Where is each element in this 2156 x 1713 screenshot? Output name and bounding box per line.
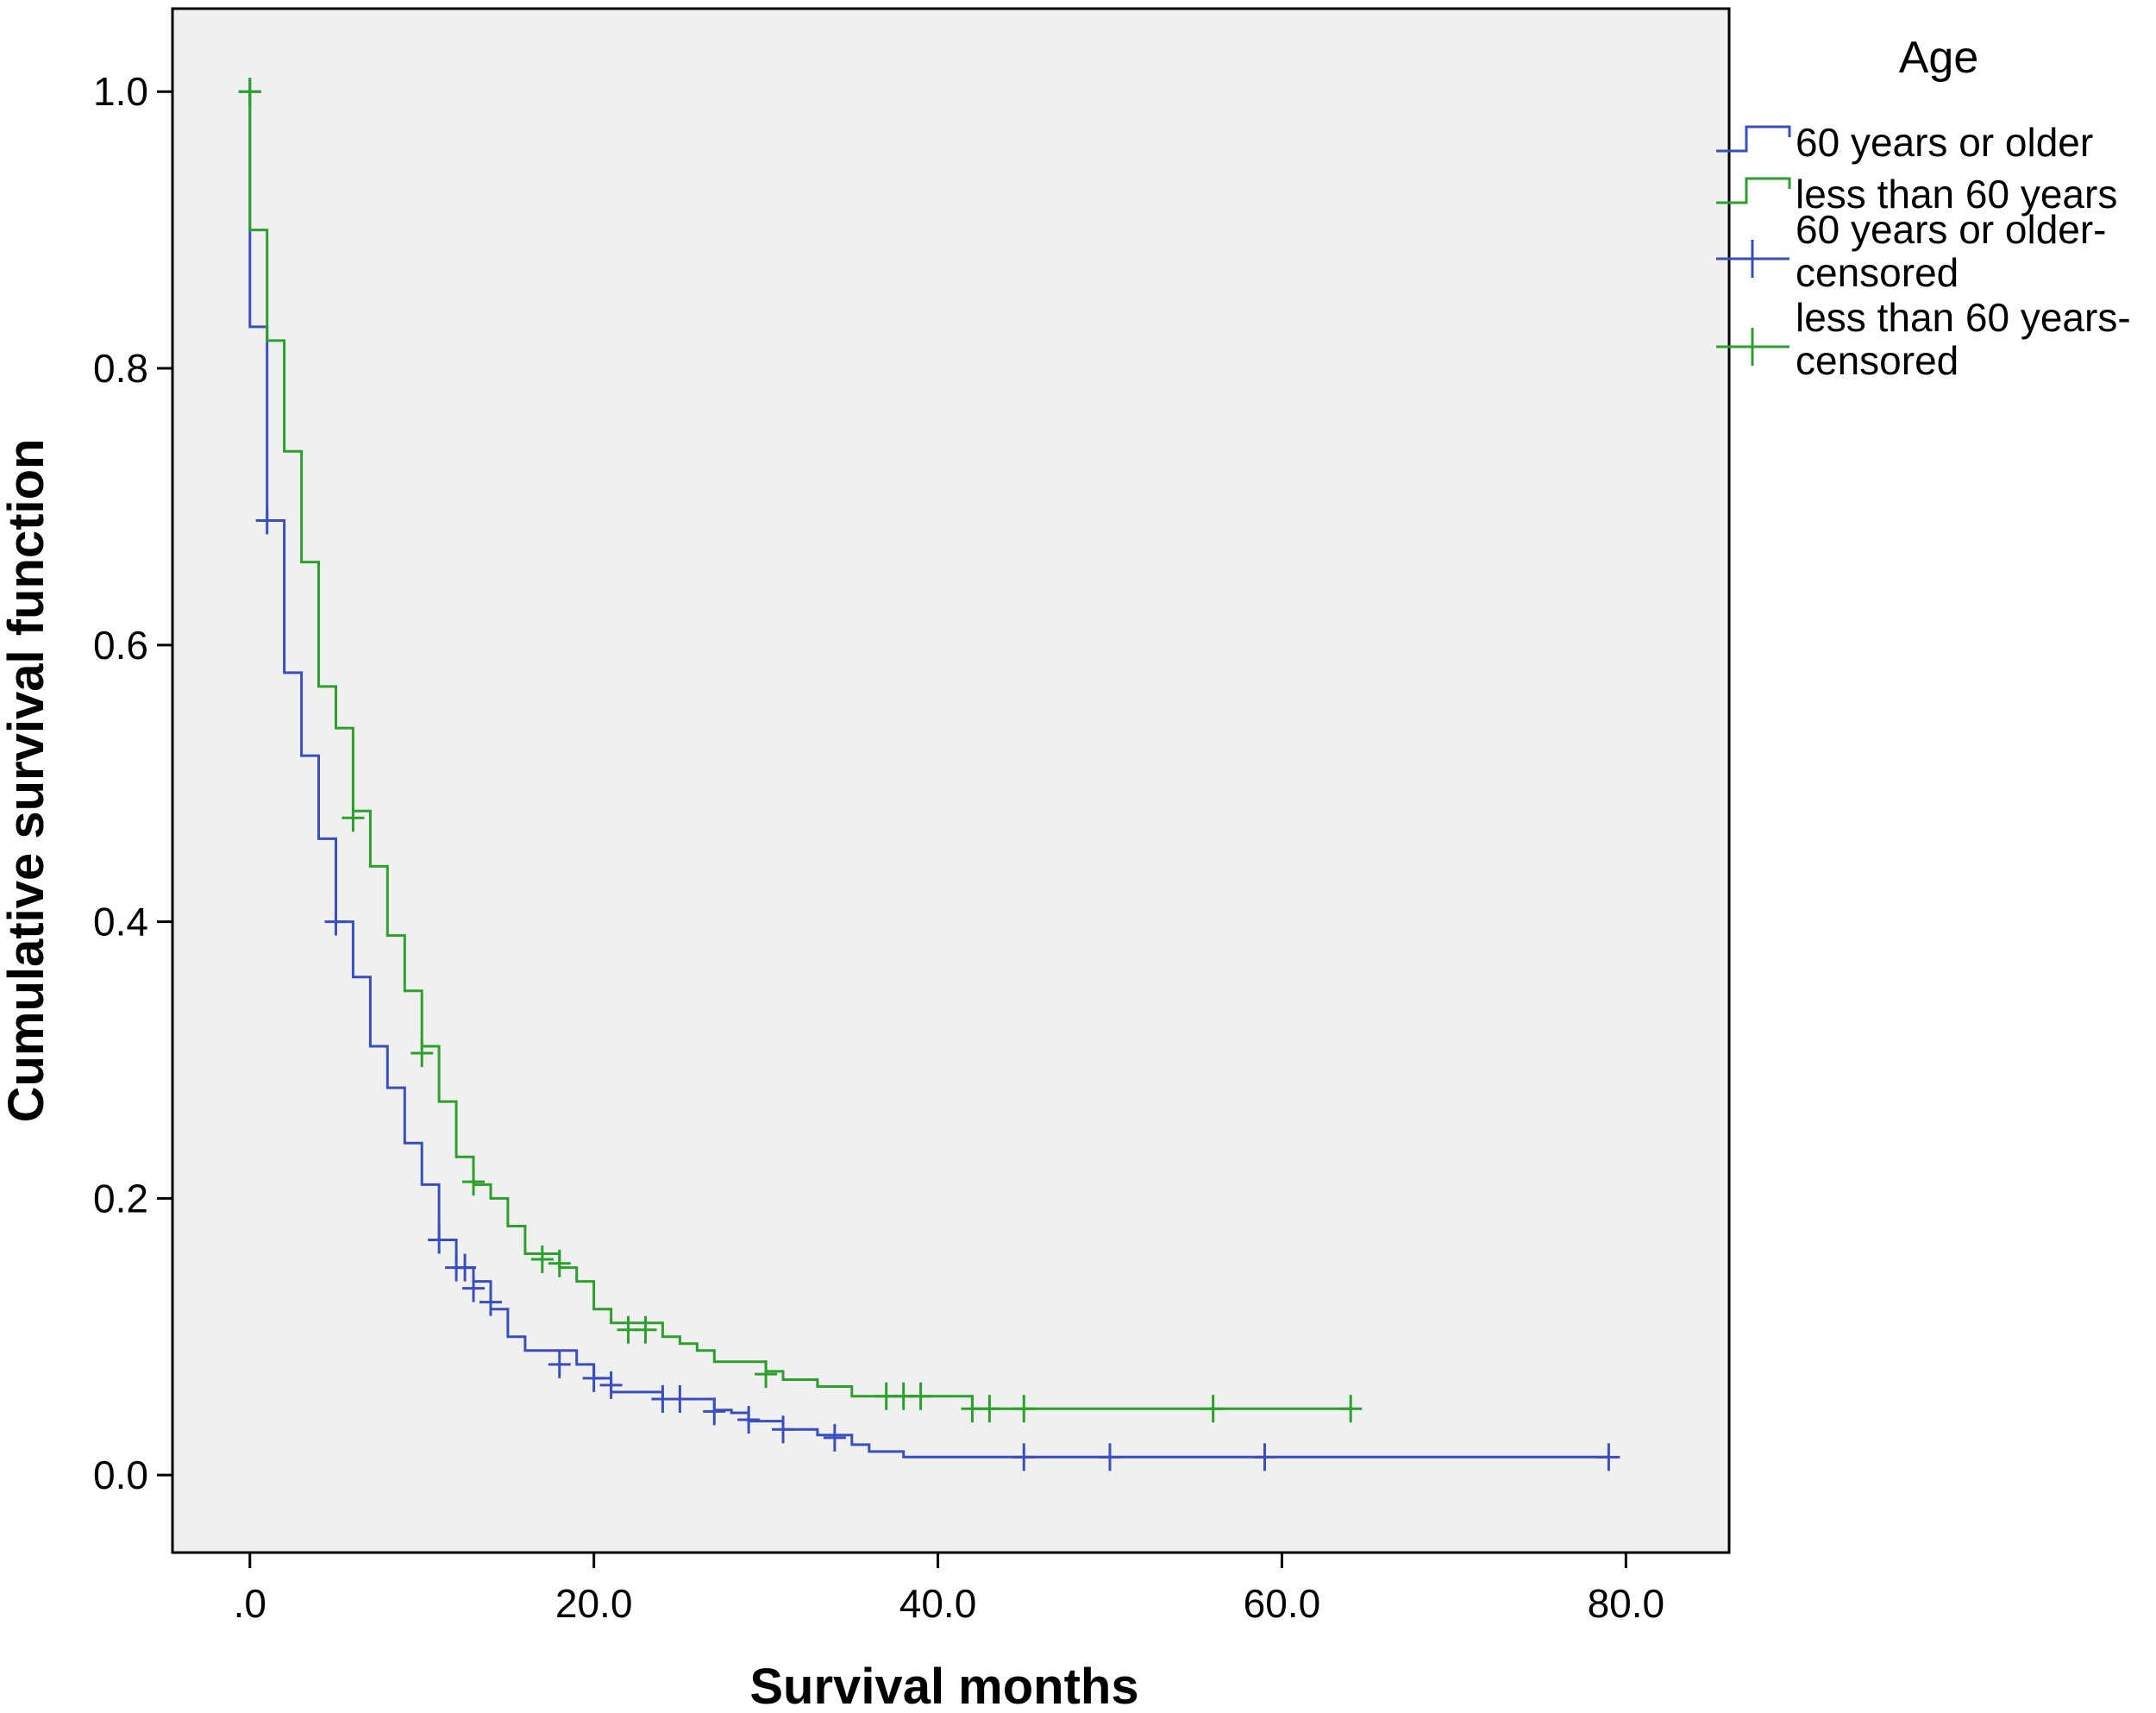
censor-mark-60-or-older [428,1226,451,1254]
censor-mark-60-or-older [454,1253,477,1282]
x-tick-label: 40.0 [899,1581,977,1626]
legend-label: less than 60 years [1796,172,2117,216]
x-tick-label: .0 [234,1581,266,1626]
censor-mark-under-60 [1201,1395,1225,1423]
censor-mark-60-or-older [772,1415,795,1444]
censor-mark-60-or-older [1597,1443,1620,1471]
y-tick-label: 1.0 [93,69,148,114]
censor-mark-under-60 [755,1360,778,1389]
y-tick-label: 0.8 [93,346,148,391]
censor-mark-60-or-older [462,1274,486,1302]
legend-label: censored [1796,250,1959,295]
censor-mark-under-60 [238,78,261,106]
censor-mark-under-60 [909,1382,932,1410]
censor-mark-under-60 [634,1315,657,1344]
censor-mark-60-or-older [737,1406,761,1434]
censor-mark-60-or-older [1098,1443,1121,1471]
legend-censor-swatch [1716,240,1789,278]
censor-mark-60-or-older [324,907,348,936]
legend-title: Age [1899,33,1979,83]
y-tick-label: 0.6 [93,623,148,668]
censor-mark-under-60 [1012,1395,1036,1423]
y-tick-label: 0.2 [93,1176,148,1220]
censor-mark-under-60 [342,804,365,832]
censor-mark-under-60 [462,1168,486,1196]
censor-mark-60-or-older [599,1371,623,1399]
y-tick-label: 0.0 [93,1453,148,1497]
censor-mark-60-or-older [582,1364,605,1392]
censor-mark-60-or-older [548,1350,571,1378]
censor-mark-60-or-older [823,1423,846,1452]
x-tick-label: 60.0 [1244,1581,1321,1626]
legend-swatch [1716,125,1791,153]
censor-mark-60-or-older [255,506,279,535]
censor-mark-60-or-older [1012,1443,1036,1471]
legend-entry: 60 years or older [1716,120,2093,165]
censor-mark-under-60 [411,1038,434,1067]
legend-swatch [1716,177,1791,204]
legend-censor-swatch [1716,328,1789,366]
legend-entry: less than 60 years-censored [1716,295,2131,383]
y-tick-label: 0.4 [93,900,148,944]
censor-mark-60-or-older [1253,1443,1276,1471]
x-tick-label: 80.0 [1588,1581,1665,1626]
plot-area [171,7,1731,1554]
censor-mark-60-or-older [703,1397,726,1426]
censor-mark-under-60 [530,1245,554,1273]
censor-mark-under-60 [548,1249,571,1277]
legend-entry: less than 60 years [1716,172,2117,216]
legend-label: 60 years or older [1796,120,2093,165]
y-axis-title: Cumulative survival function [0,439,54,1123]
x-tick-label: 20.0 [555,1581,633,1626]
legend-label: less than 60 years- [1796,295,2131,340]
censor-mark-60-or-older [668,1384,692,1413]
legend-entry: 60 years or older-censored [1716,207,2107,295]
legend-label: 60 years or older- [1796,207,2107,252]
censor-mark-under-60 [978,1395,1001,1423]
censor-mark-under-60 [1339,1395,1363,1423]
legend-label: censored [1796,338,1959,383]
censor-mark-60-or-older [479,1288,502,1316]
x-axis-title: Survival months [749,1659,1138,1713]
